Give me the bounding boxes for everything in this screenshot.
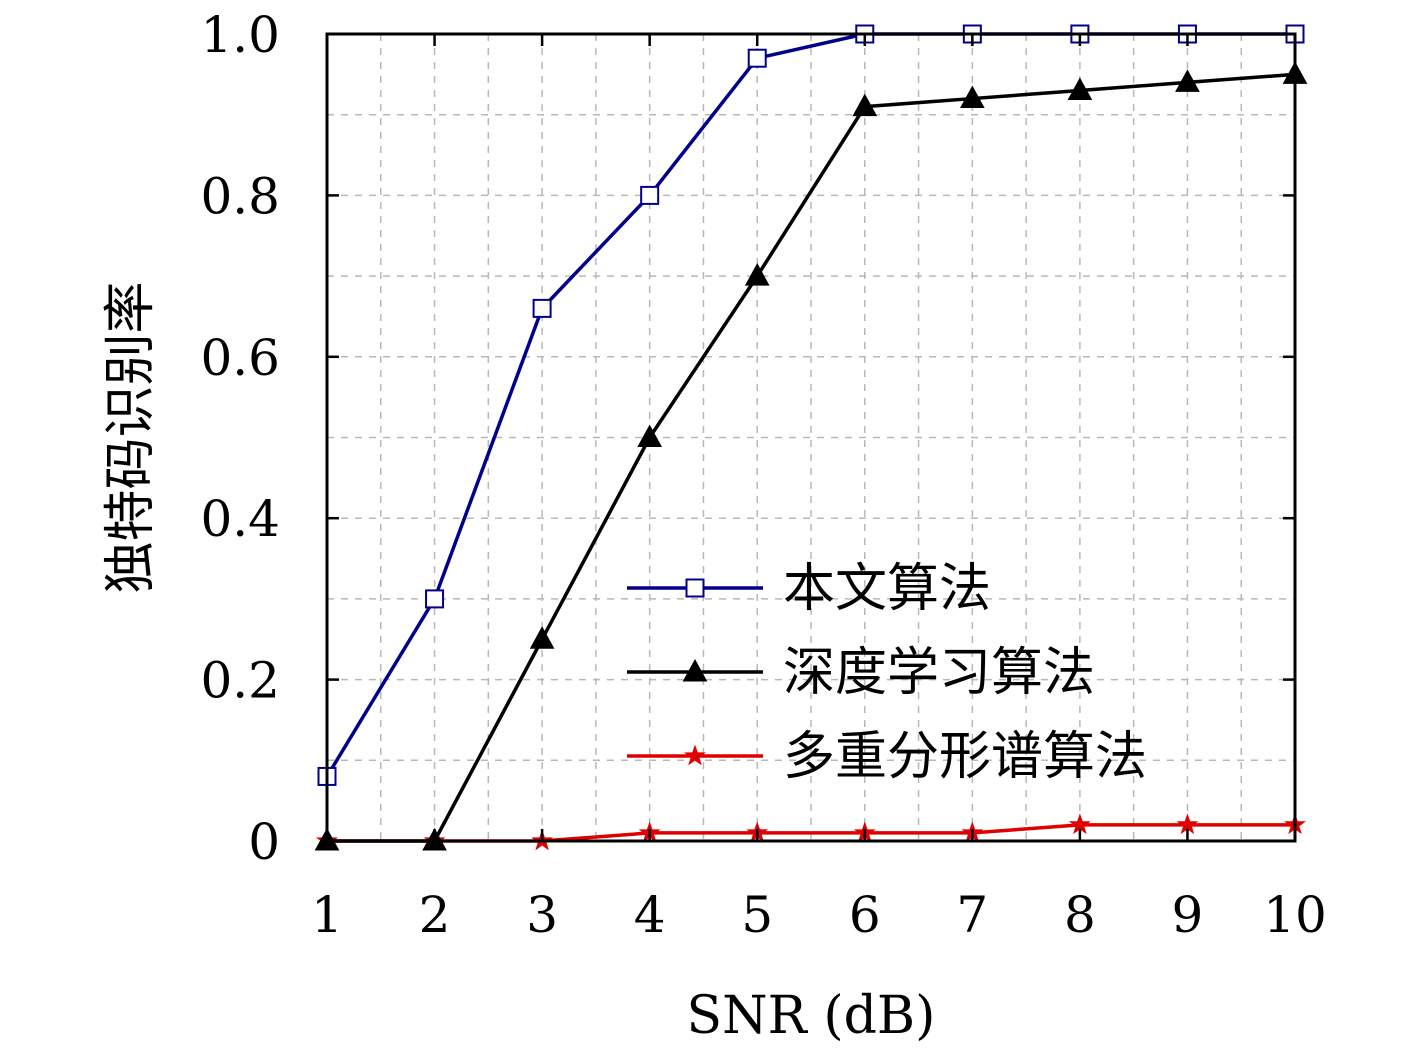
ticks: 1 2 3 4 5 6 7 8 9 10 0 0.2 0.4 0.6 0.8 1.0 — [200, 6, 1326, 944]
legend-item: 深度学习算法 — [627, 643, 1095, 703]
y-tick-label: 0.6 — [200, 329, 280, 387]
x-tick-label: 3 — [526, 886, 558, 944]
data-point — [1068, 813, 1091, 835]
y-tick-label: 0.4 — [200, 490, 280, 548]
data-point — [959, 85, 985, 109]
y-tick-label: 1.0 — [200, 6, 280, 64]
x-tick-label: 10 — [1263, 886, 1327, 944]
data-point — [744, 263, 770, 286]
x-axis-label: SNR (dB) — [687, 986, 936, 1046]
y-axis-label: 独特码识别率 — [101, 281, 161, 593]
legend-item: 本文算法 — [627, 559, 991, 619]
legend-item: 多重分形谱算法 — [627, 727, 1147, 787]
y-tick-label: 0 — [248, 813, 280, 871]
axis-labels: SNR (dB) 独特码识别率 — [101, 281, 935, 1046]
legend-label: 多重分形谱算法 — [783, 727, 1147, 787]
data-point — [852, 93, 878, 117]
legend-marker — [684, 744, 706, 766]
data-point — [640, 185, 660, 205]
legend-label: 本文算法 — [783, 559, 991, 619]
data-point — [529, 626, 555, 649]
legend-marker — [682, 658, 708, 682]
x-tick-label: 4 — [634, 886, 666, 944]
x-tick-label: 1 — [311, 886, 343, 944]
x-tick-label: 6 — [849, 886, 881, 944]
data-point — [1067, 77, 1093, 100]
y-tick-label: 0.2 — [200, 652, 280, 710]
x-tick-label: 7 — [956, 886, 988, 944]
plot-frame — [325, 32, 1297, 843]
data-point — [425, 589, 445, 609]
series-line-2 — [327, 72, 1296, 843]
x-tick-label: 8 — [1064, 886, 1096, 944]
data-point — [1175, 69, 1200, 92]
legend-marker — [685, 578, 705, 598]
x-tick-label: 5 — [741, 886, 773, 944]
x-tick-label: 9 — [1172, 886, 1204, 944]
data-point — [637, 424, 663, 447]
data-point — [532, 298, 552, 318]
data-point — [1176, 813, 1199, 835]
legend-label: 深度学习算法 — [783, 643, 1095, 703]
x-tick-label: 2 — [419, 886, 451, 944]
data-point — [747, 48, 767, 68]
grid — [327, 34, 1295, 841]
y-tick-label: 0.8 — [200, 167, 280, 225]
